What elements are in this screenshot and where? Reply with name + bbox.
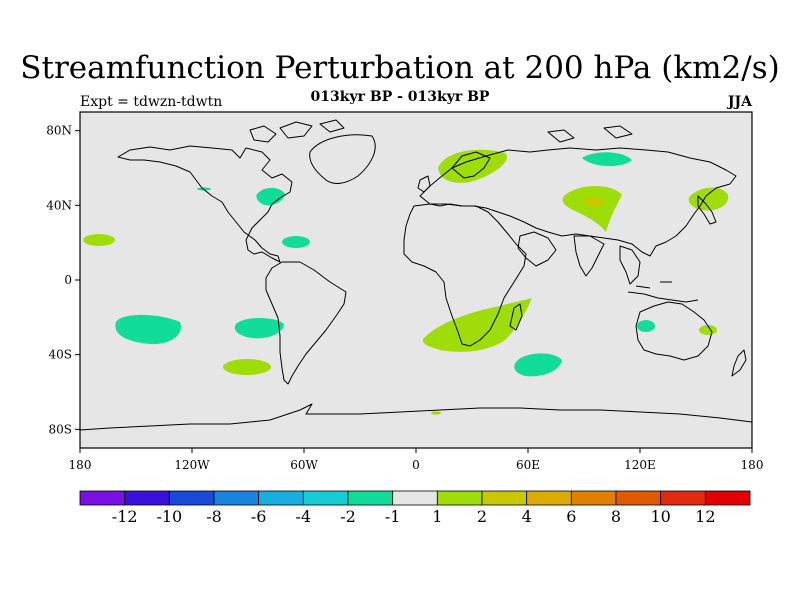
coastline-south-america <box>265 261 347 385</box>
coastline-madagascar <box>509 303 523 331</box>
coastline-greenland <box>309 134 376 184</box>
colorbar-label: 1 <box>432 507 442 526</box>
experiment-label: Expt = tdwzn-tdwtn <box>80 94 223 110</box>
colorbar-swatch <box>79 490 126 506</box>
coastline-japan <box>697 195 717 225</box>
colorbar-swatch <box>213 490 260 506</box>
colorbar-swatch <box>392 490 438 506</box>
coastline-british-isles <box>417 175 431 193</box>
colorbar-swatch <box>168 490 215 506</box>
lat-tick-label: 40S <box>49 348 73 362</box>
latitude-axis: 80N 40N 0 40S 80S <box>46 124 80 436</box>
anomaly-positive-central-asia <box>562 186 622 232</box>
anomaly-regions <box>83 149 729 415</box>
coastline-australia <box>635 301 713 361</box>
lon-tick-label: 0 <box>412 458 420 472</box>
colorbar-label: -1 <box>385 507 401 526</box>
lon-tick-label: 120W <box>174 458 210 472</box>
anomaly-negative-south-indian-ocean <box>514 353 562 377</box>
colorbar-swatch <box>704 490 751 506</box>
lat-tick-label: 80S <box>49 422 73 436</box>
colorbar-swatch <box>302 490 349 506</box>
colorbar-swatch <box>481 490 528 506</box>
colorbar-swatch <box>526 490 572 506</box>
coastline-new-zealand <box>731 349 747 377</box>
coastline-north-america <box>117 145 293 263</box>
coastline-antarctica <box>79 403 753 431</box>
colorbar-swatch <box>124 490 170 506</box>
season-label: JJA <box>727 94 752 110</box>
anomaly-positive-antarctic-small <box>431 411 441 415</box>
colorbar-label: -10 <box>156 507 182 526</box>
colorbar-label: -4 <box>296 507 312 526</box>
colorbar-label: 10 <box>650 507 670 526</box>
anomaly-negative-north-asia <box>582 152 632 167</box>
colorbar-label: -6 <box>251 507 267 526</box>
lon-tick-label: 180 <box>741 458 764 472</box>
coastlines <box>79 119 753 431</box>
colorbar-swatch <box>258 490 304 506</box>
anomaly-negative-australia <box>637 320 655 332</box>
anomaly-positive-east-australia <box>699 325 717 335</box>
longitude-axis: 180 120W 60W 0 60E 120E 180 <box>69 448 764 472</box>
colorbar-swatch <box>615 490 662 506</box>
lon-tick-label: 120E <box>624 458 656 472</box>
anomaly-positive-japan <box>688 187 729 211</box>
colorbar-label: 12 <box>695 507 715 526</box>
coastline-indonesia <box>627 281 699 303</box>
colorbar-swatch <box>347 490 394 506</box>
coastline-africa <box>403 203 527 347</box>
coastline-eurasia <box>419 147 737 257</box>
anomaly-positive-southern-africa <box>422 298 532 352</box>
colorbar-label: 6 <box>566 507 576 526</box>
anomaly-negative-south-pacific-west <box>115 314 181 345</box>
anomaly-strong-central-asia <box>584 197 604 207</box>
anomaly-negative-caribbean <box>282 236 310 248</box>
coastline-southeast-asia <box>619 245 641 285</box>
lon-tick-label: 60E <box>516 458 540 472</box>
period-label: 013kyr BP - 013kyr BP <box>310 89 490 105</box>
colorbar-swatch <box>570 490 617 506</box>
coastline-arabia <box>517 231 557 267</box>
plot-title: Streamfunction Perturbation at 200 hPa (… <box>20 50 780 86</box>
lon-tick-label: 180 <box>69 458 92 472</box>
coastline-scandinavia <box>451 151 491 179</box>
map-background <box>80 112 752 448</box>
lon-tick-label: 60W <box>290 458 318 472</box>
coastline-india <box>573 235 605 277</box>
anomaly-negative-north-america <box>256 187 285 206</box>
colorbar-swatch <box>436 490 483 506</box>
colorbar-label: -12 <box>112 507 138 526</box>
colorbar-label: 2 <box>477 507 487 526</box>
colorbar-label: -2 <box>340 507 356 526</box>
colorbar: -12 -10 -8 -6 -4 -2 -1 1 2 4 6 8 10 12 <box>79 490 751 526</box>
anomaly-positive-southeast-pacific <box>223 359 271 375</box>
colorbar-swatch <box>660 490 706 506</box>
coastline-arctic-islands <box>249 119 633 143</box>
anomaly-positive-central-pacific <box>83 234 115 246</box>
lat-tick-label: 40N <box>46 198 72 212</box>
lat-tick-label: 0 <box>64 273 72 287</box>
colorbar-label: 8 <box>611 507 621 526</box>
anomaly-negative-south-pacific-east <box>234 318 284 339</box>
lat-tick-label: 80N <box>46 124 72 138</box>
colorbar-label: 4 <box>522 507 532 526</box>
colorbar-label: -8 <box>206 507 222 526</box>
